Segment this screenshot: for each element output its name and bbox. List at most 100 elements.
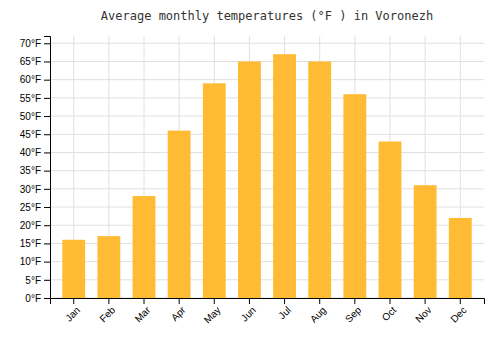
y-tick-mark xyxy=(44,189,50,190)
y-tick-label: 50°F xyxy=(20,111,41,122)
y-tick-mark xyxy=(44,116,50,117)
grid-line-y xyxy=(50,97,484,98)
y-tick: 60°F xyxy=(20,74,50,85)
y-tick-label: 15°F xyxy=(20,238,41,249)
x-tick-label: Apr xyxy=(169,304,188,323)
x-tick-label: Dec xyxy=(448,304,468,324)
x-tick-mark xyxy=(179,298,180,304)
y-tick: 50°F xyxy=(20,111,50,122)
y-tick: 70°F xyxy=(20,38,50,49)
x-axis: Jan Feb Mar Apr May Jun Jul Aug Sep Oct Nov Dec xyxy=(51,298,485,326)
x-tick-label: Feb xyxy=(97,304,117,324)
y-tick-label: 45°F xyxy=(20,129,41,140)
x-tick-mark xyxy=(249,298,250,304)
y-tick-label: 25°F xyxy=(20,202,41,213)
y-tick: 55°F xyxy=(20,93,50,104)
y-tick-label: 0°F xyxy=(25,293,41,304)
x-tick-label: Sep xyxy=(343,304,364,325)
x-tick: Jul xyxy=(276,298,293,321)
x-tick-label: Jan xyxy=(63,304,82,323)
x-tick: Mar xyxy=(133,298,153,324)
y-tick-label: 5°F xyxy=(25,275,41,286)
bar xyxy=(168,131,191,298)
x-tick: Aug xyxy=(308,298,328,325)
y-tick: 65°F xyxy=(20,56,50,67)
x-axis-line xyxy=(51,299,485,305)
x-tick-mark xyxy=(73,298,74,304)
y-tick-mark xyxy=(44,61,50,62)
y-axis: 0°F 5°F 10°F 15°F 20°F 25°F 30°F 35°F 40°F 45°F 50… xyxy=(20,37,51,304)
x-tick-label: Jul xyxy=(276,304,293,321)
bar xyxy=(414,185,437,298)
x-tick-label: Jun xyxy=(239,304,258,323)
y-tick: 5°F xyxy=(25,275,50,286)
title: Average monthly temperatures (°F ) in Vo… xyxy=(101,9,433,23)
x-tick: Dec xyxy=(448,298,468,325)
x-tick: May xyxy=(202,298,223,326)
bar xyxy=(133,196,156,298)
y-axis-line xyxy=(44,37,51,299)
y-tick-label: 20°F xyxy=(20,220,41,231)
x-tick-mark xyxy=(214,298,215,304)
chart: Jan Feb Mar Apr May Jun Jul Aug Sep Oct Nov Dec 0°F 5… xyxy=(0,0,500,350)
y-tick-mark xyxy=(44,225,50,226)
y-tick-mark xyxy=(44,207,50,208)
x-tick: Feb xyxy=(97,298,117,324)
grid-line-y xyxy=(50,61,484,62)
x-tick-label: Nov xyxy=(413,304,433,324)
y-tick-label: 55°F xyxy=(20,93,41,104)
y-tick-label: 60°F xyxy=(20,74,41,85)
plot-area: Jan Feb Mar Apr May Jun Jul Aug Sep Oct Nov Dec 0°F 5… xyxy=(20,36,485,326)
x-tick-mark xyxy=(108,298,109,304)
bar xyxy=(62,240,85,298)
bar xyxy=(97,236,120,298)
x-tick-label: Oct xyxy=(380,304,399,323)
bar xyxy=(273,54,296,298)
y-tick: 10°F xyxy=(20,256,50,267)
y-tick: 25°F xyxy=(20,202,50,213)
x-tick-label: May xyxy=(202,304,223,325)
y-tick: 30°F xyxy=(20,184,50,195)
x-tick-mark xyxy=(284,298,285,304)
x-tick-mark xyxy=(425,298,426,304)
grid xyxy=(50,36,484,298)
x-tick-label: Aug xyxy=(308,304,328,324)
bar xyxy=(238,61,261,298)
grid-line-y xyxy=(50,134,484,135)
x-tick-mark xyxy=(389,298,390,304)
y-tick-label: 70°F xyxy=(20,38,41,49)
y-tick-label: 35°F xyxy=(20,165,41,176)
y-tick-label: 40°F xyxy=(20,147,41,158)
y-tick-mark xyxy=(44,280,50,281)
x-tick: Apr xyxy=(169,298,188,323)
y-tick-mark xyxy=(44,262,50,263)
bar xyxy=(449,218,472,298)
y-tick-mark xyxy=(44,171,50,172)
x-tick: Jan xyxy=(63,298,82,324)
x-tick: Oct xyxy=(380,298,399,323)
y-tick: 35°F xyxy=(20,165,50,176)
grid-line-y xyxy=(50,116,484,117)
y-tick-mark xyxy=(44,98,50,99)
x-tick-mark xyxy=(460,298,461,304)
y-tick-mark xyxy=(44,80,50,81)
y-tick: 45°F xyxy=(20,129,50,140)
bar xyxy=(343,94,366,298)
y-tick: 40°F xyxy=(20,147,50,158)
grid-line-y xyxy=(50,170,484,171)
y-tick-label: 30°F xyxy=(20,184,41,195)
bar xyxy=(203,83,226,298)
x-tick-mark xyxy=(354,298,355,304)
grid-line-y xyxy=(50,152,484,153)
x-tick: Sep xyxy=(343,298,364,325)
x-tick-label: Mar xyxy=(133,304,153,324)
y-tick: 15°F xyxy=(20,238,50,249)
y-tick-mark xyxy=(44,134,50,135)
x-tick: Jun xyxy=(239,298,258,324)
bars xyxy=(62,54,471,298)
y-tick-mark xyxy=(44,243,50,244)
grid-line-y xyxy=(50,79,484,80)
x-tick-mark xyxy=(144,298,145,304)
bar xyxy=(308,61,331,298)
grid-line-y xyxy=(50,43,484,44)
